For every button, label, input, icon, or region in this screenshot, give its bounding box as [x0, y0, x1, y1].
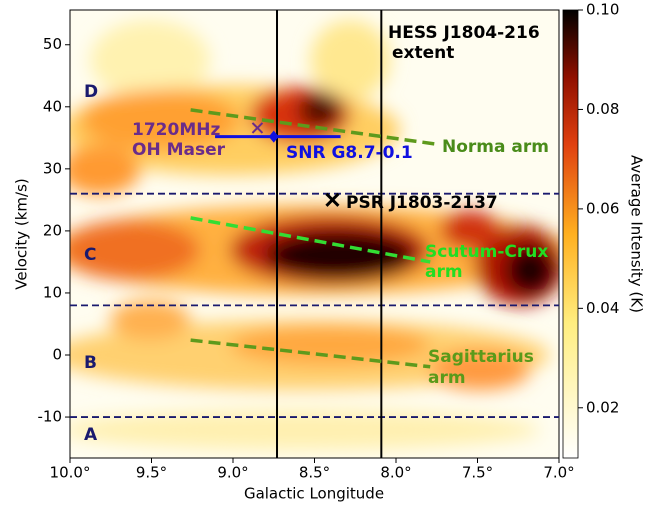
- psr-label: PSR J1803-2137: [346, 193, 498, 213]
- region-label: D: [84, 82, 98, 102]
- x-tick-label: 9.5°: [136, 464, 167, 482]
- y-axis-label: Velocity (km/s): [13, 178, 31, 289]
- y-tick-label: 40: [43, 97, 62, 115]
- snr-marker: [268, 130, 279, 143]
- x-tick-label: 10.0°: [50, 464, 91, 482]
- y-tick-label: 50: [43, 35, 62, 53]
- psr-marker: [325, 192, 340, 207]
- arm-line: [190, 108, 441, 147]
- x-axis-label: Galactic Longitude: [244, 485, 384, 503]
- region-label: A: [84, 425, 98, 445]
- arm-line: [190, 216, 431, 264]
- oh-maser-label: OH Maser: [132, 140, 226, 160]
- arm-label: arm: [428, 368, 466, 388]
- arm-line: [190, 338, 431, 369]
- colorbar-tick-label: 0.10: [586, 1, 619, 19]
- colorbar-tick-label: 0.08: [586, 100, 619, 118]
- y-tick-label: 0: [52, 345, 62, 363]
- y-tick-label: 20: [43, 221, 62, 239]
- intensity-map: [70, 10, 559, 458]
- y-tick-label: 30: [43, 159, 62, 177]
- arm-label: Norma arm: [442, 137, 549, 157]
- y-tick-label: -10: [38, 408, 63, 426]
- y-tick-label: 10: [43, 283, 62, 301]
- colorbar-label: Average Intensity (K): [628, 155, 646, 313]
- x-tick-label: 8.0°: [380, 464, 411, 482]
- region-label: C: [84, 245, 96, 265]
- oh-maser-marker: [251, 122, 264, 134]
- colorbar-tick-label: 0.02: [586, 398, 619, 416]
- x-tick-label: 9.0°: [217, 464, 248, 482]
- oh-maser-label: 1720MHz: [132, 120, 220, 140]
- region-label: B: [84, 353, 97, 373]
- hess-label: HESS J1804-216: [388, 23, 540, 43]
- arm-label: Scutum-Crux: [425, 242, 548, 262]
- arm-label: arm: [425, 262, 463, 282]
- x-tick-label: 7.0°: [543, 464, 574, 482]
- x-tick-label: 8.5°: [299, 464, 330, 482]
- colorbar-tick-label: 0.06: [586, 199, 619, 217]
- arm-label: Sagittarius: [428, 347, 534, 367]
- colorbar-tick-label: 0.04: [586, 299, 619, 317]
- x-tick-label: 7.5°: [462, 464, 493, 482]
- hess-label: extent: [392, 43, 454, 63]
- snr-label: SNR G8.7-0.1: [286, 143, 413, 163]
- colorbar: [562, 9, 579, 459]
